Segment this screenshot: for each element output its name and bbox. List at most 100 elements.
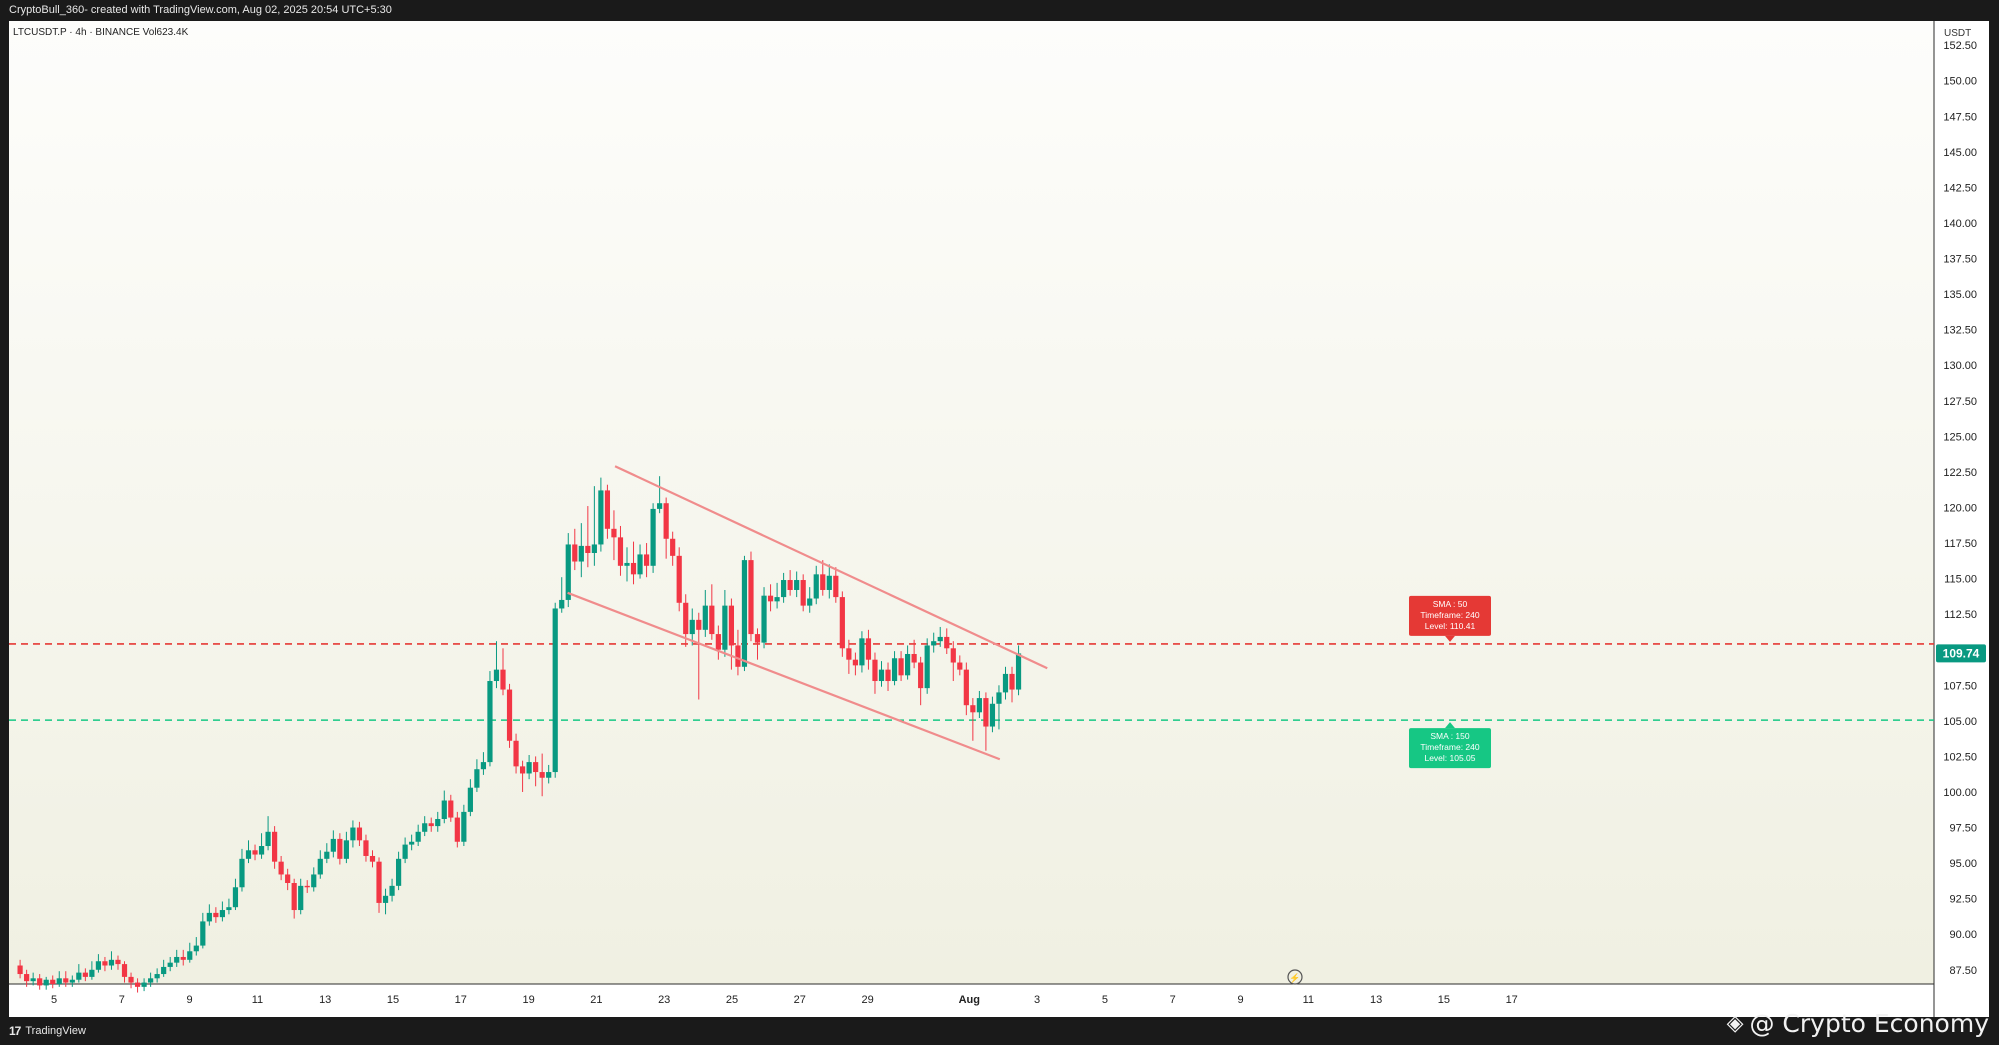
candle-body <box>565 544 571 600</box>
time-tick-label: 15 <box>387 994 399 1006</box>
time-tick-label: Aug <box>959 994 980 1006</box>
candle <box>957 655 963 676</box>
candle <box>278 855 284 881</box>
candle <box>258 833 265 859</box>
candle <box>513 733 519 774</box>
candle <box>643 543 650 578</box>
candle-body <box>787 580 793 590</box>
candle-body <box>317 858 323 875</box>
time-tick-label: 25 <box>726 994 738 1006</box>
candle-body <box>533 762 539 773</box>
candle <box>311 867 317 892</box>
candle <box>63 971 69 987</box>
candle-body <box>846 648 852 660</box>
candle <box>69 975 75 987</box>
candle <box>369 850 376 868</box>
candle <box>611 510 617 561</box>
candle-body <box>872 659 878 682</box>
descending-channel[interactable] <box>567 465 1048 761</box>
sma-levels <box>9 643 1934 721</box>
time-tick-label: 11 <box>252 994 263 1006</box>
candle <box>337 833 343 865</box>
candle-body <box>56 978 62 984</box>
candle-body <box>219 910 225 918</box>
candle-body <box>852 659 858 666</box>
candle-body <box>467 787 473 812</box>
price-chart[interactable]: LTCUSDT.P · 4h · BINANCE Vol623.4K USDT … <box>9 21 1989 1017</box>
candle <box>422 816 428 837</box>
candle <box>905 645 911 680</box>
candle-body <box>722 605 728 650</box>
candle <box>193 937 199 956</box>
candle <box>239 848 245 892</box>
candle-body <box>617 537 624 566</box>
candle <box>226 898 232 915</box>
price-tick-label: 135.00 <box>1943 289 1977 301</box>
candle <box>161 959 167 977</box>
candle-body <box>905 653 911 676</box>
candle <box>833 567 839 603</box>
time-tick-label: 7 <box>119 994 125 1006</box>
candle <box>37 974 43 990</box>
candle <box>865 629 872 670</box>
candle-body <box>415 831 421 842</box>
candle-body <box>683 602 689 635</box>
candle-body <box>474 769 480 788</box>
candle <box>141 978 147 992</box>
tradingview-logo[interactable]: 17 TradingView <box>9 1024 86 1038</box>
price-tick-label: 92.50 <box>1949 894 1977 906</box>
time-tick-label: 19 <box>522 994 534 1006</box>
candle-body <box>291 883 297 911</box>
candle-body <box>546 772 552 778</box>
candle-body <box>552 608 558 773</box>
candle-body <box>826 575 832 590</box>
candle <box>872 652 878 694</box>
candle <box>728 598 735 670</box>
candle-body <box>898 658 904 676</box>
candle-body <box>604 490 611 529</box>
candle <box>415 824 421 847</box>
candle <box>989 696 996 733</box>
candle-body <box>1002 673 1009 693</box>
candle-body <box>813 574 819 599</box>
candle <box>154 968 160 983</box>
candle-body <box>448 800 454 818</box>
candle <box>983 692 989 751</box>
candle-body <box>585 545 591 553</box>
candle <box>624 547 630 582</box>
candle <box>395 851 402 891</box>
candle <box>950 641 956 682</box>
candlestick-series <box>17 476 1022 993</box>
replay-icon[interactable]: ⚡ <box>1287 969 1303 985</box>
label-box <box>1409 595 1491 636</box>
time-tick-label: 15 <box>1438 994 1450 1006</box>
price-tick-label: 115.00 <box>1944 574 1977 586</box>
candle <box>670 531 676 566</box>
candle-body <box>643 554 650 566</box>
candle <box>17 959 23 979</box>
candle <box>448 794 454 822</box>
candle <box>748 551 754 642</box>
candle <box>767 584 774 612</box>
candle-body <box>395 858 402 886</box>
candle <box>1002 666 1009 700</box>
candle <box>637 544 643 579</box>
candle <box>56 971 62 987</box>
candle <box>572 528 578 571</box>
candle <box>324 843 330 864</box>
candle <box>480 752 487 775</box>
candle <box>546 764 552 784</box>
price-tick-label: 130.00 <box>1943 360 1977 372</box>
candle <box>206 904 212 926</box>
candle-body <box>17 965 23 975</box>
price-tick-label: 132.50 <box>1943 325 1977 337</box>
candle-body <box>676 555 682 603</box>
candle-body <box>878 669 885 682</box>
time-tick-label: 7 <box>1170 994 1176 1006</box>
candle-body <box>226 907 232 911</box>
candle-body <box>885 669 891 682</box>
price-tick-label: 142.50 <box>1943 182 1977 194</box>
candle-body <box>696 619 702 630</box>
candle-body <box>944 636 950 649</box>
candle <box>252 844 258 861</box>
